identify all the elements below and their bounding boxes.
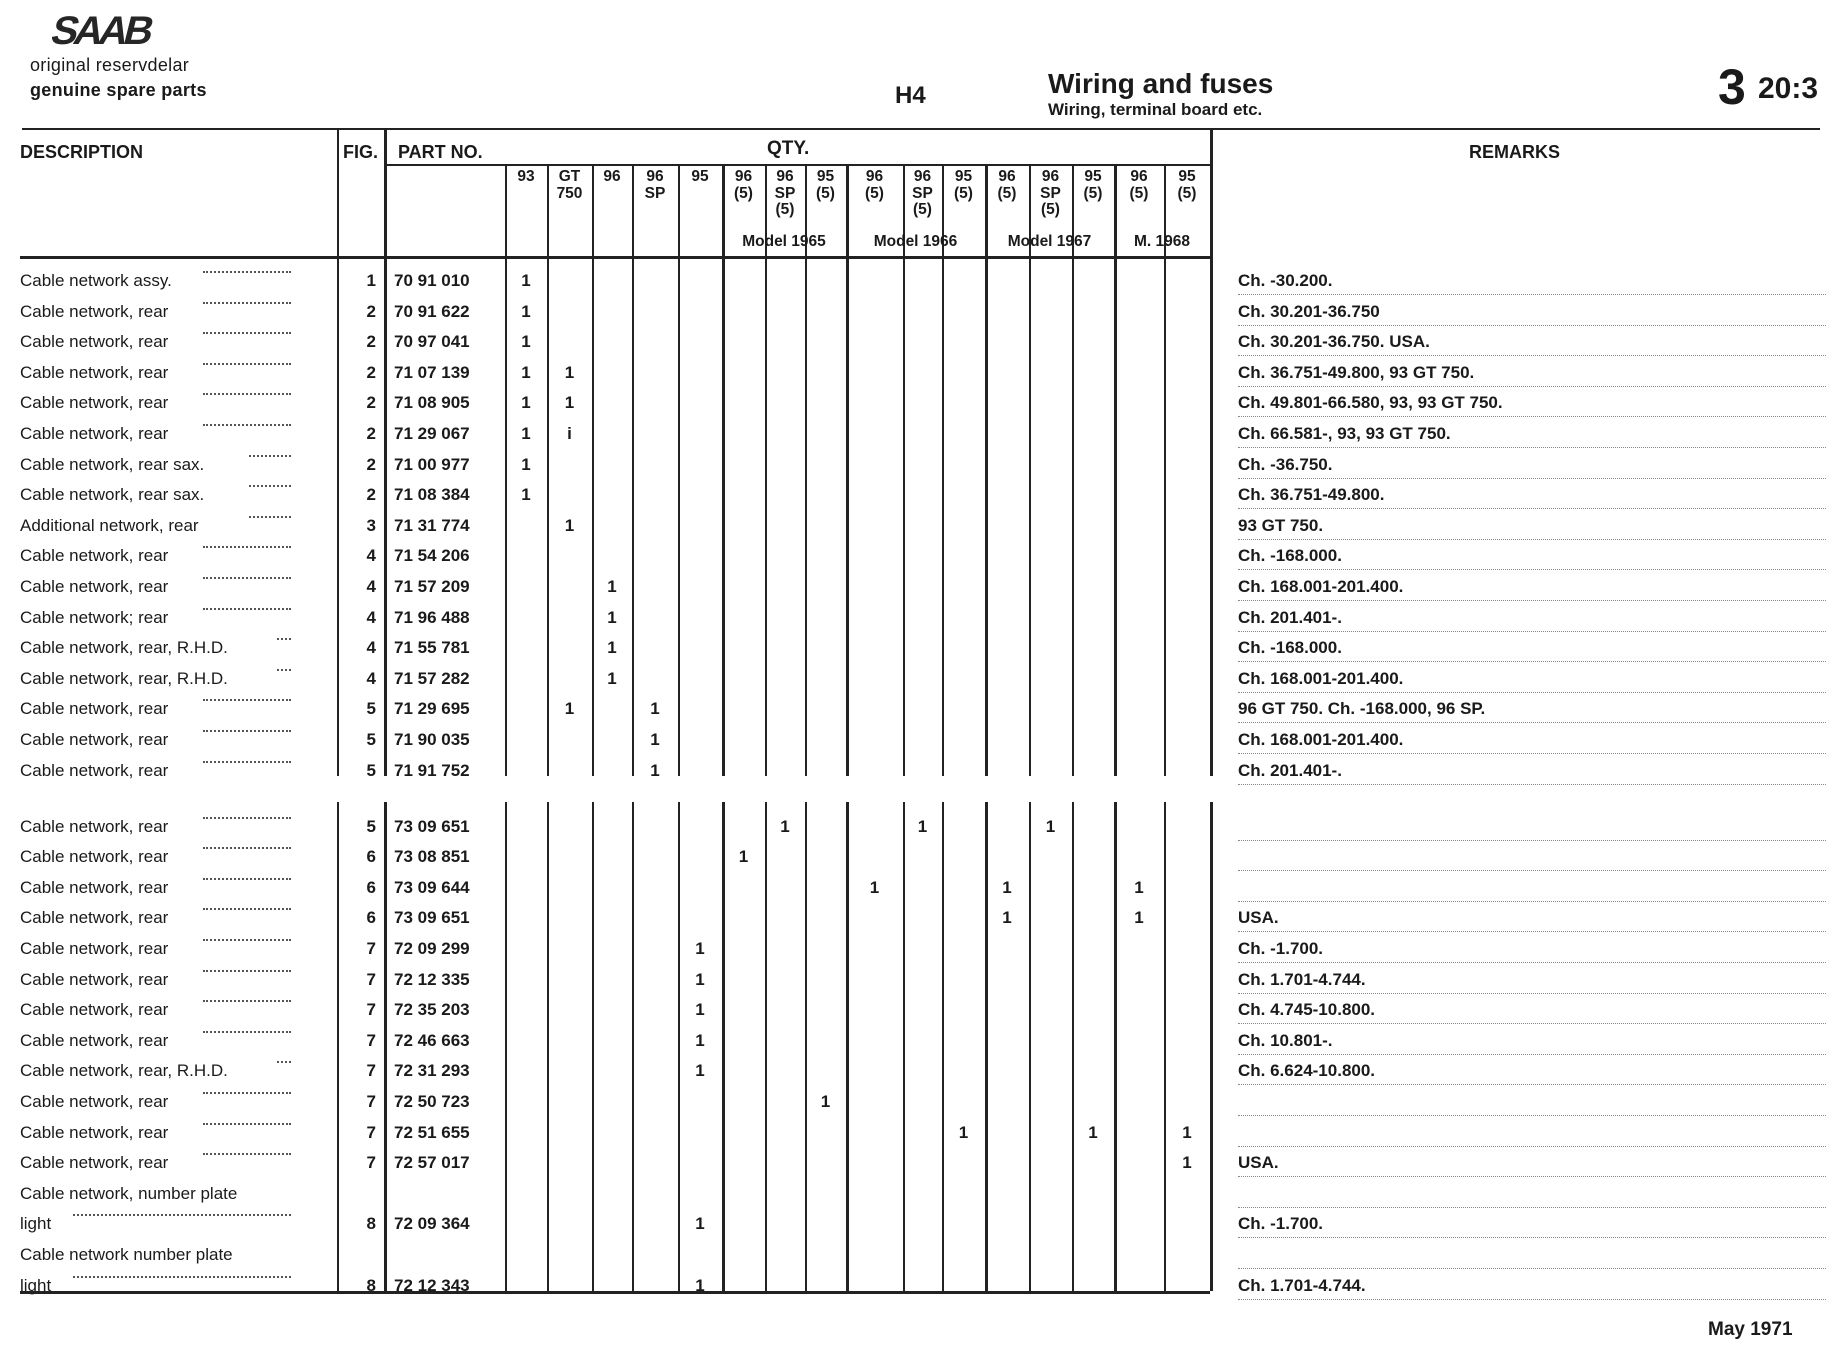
svg-text:SAAB: SAAB <box>47 8 158 53</box>
